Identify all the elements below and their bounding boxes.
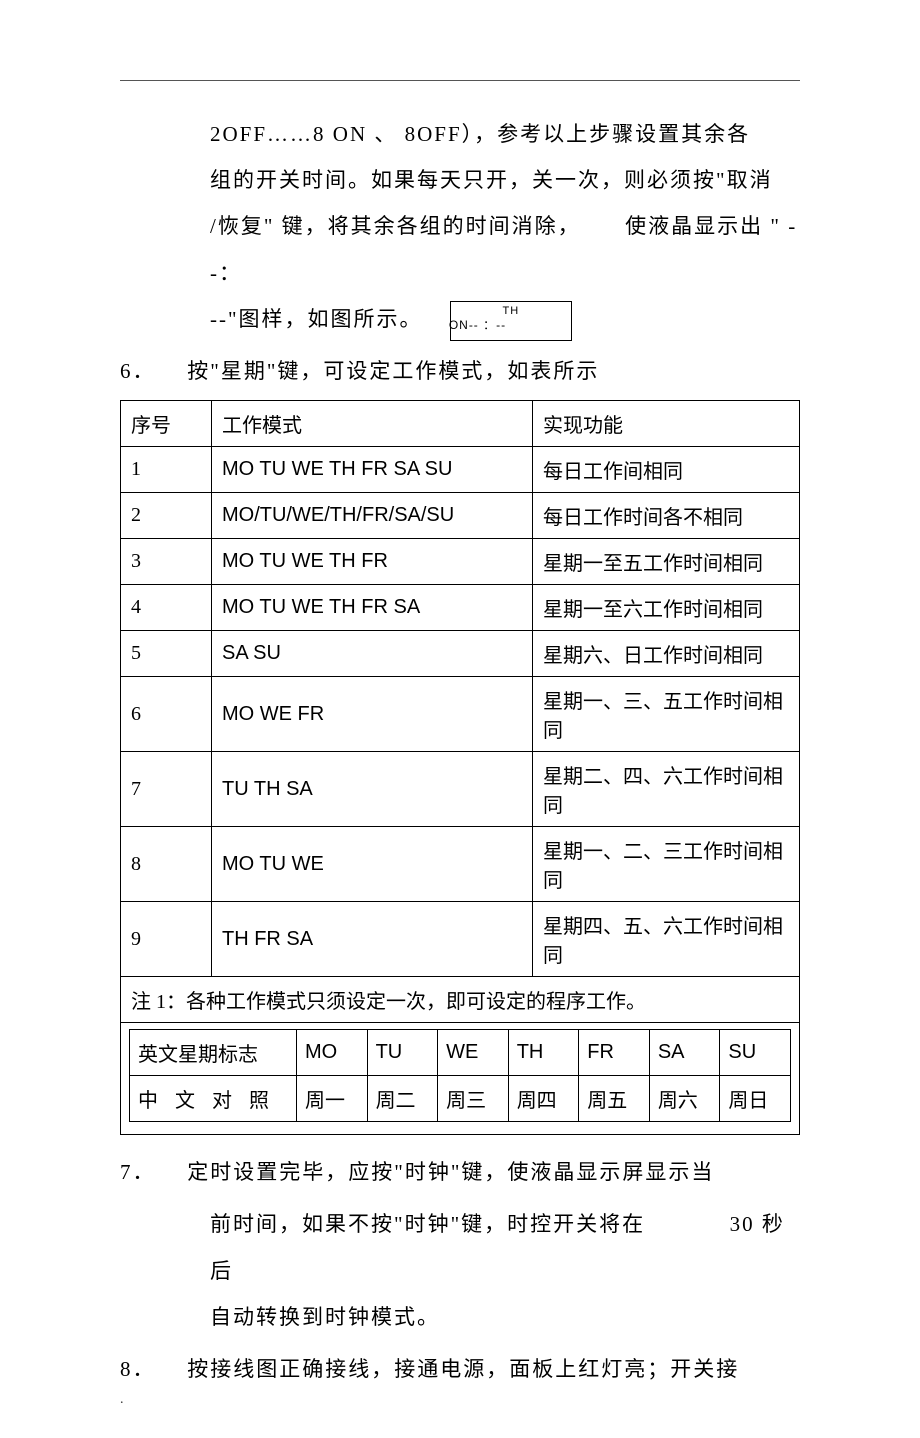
top-rule: [120, 80, 800, 81]
section-8-number: 8．: [120, 1346, 180, 1392]
table-row: 2MO/TU/WE/TH/FR/SA/SU每日工作时间各不相同: [121, 493, 800, 539]
day-en: TH: [508, 1030, 579, 1076]
day-cn: 周二: [367, 1076, 438, 1122]
cell-mode: TH FR SA: [212, 902, 533, 977]
table-row: 3MO TU WE TH FR星期一至五工作时间相同: [121, 539, 800, 585]
cell-func: 星期一至五工作时间相同: [533, 539, 800, 585]
work-modes-table: 序号 工作模式 实现功能 1MO TU WE TH FR SA SU每日工作间相…: [120, 400, 800, 1135]
cell-seq: 3: [121, 539, 212, 585]
days-cn-row: 中 文 对 照 周一 周二 周三 周四 周五 周六 周日: [130, 1076, 791, 1122]
section-6-heading: 6． 按"星期"键，可设定工作模式，如表所示: [120, 348, 800, 394]
cell-mode: TU TH SA: [212, 752, 533, 827]
lcd-bottom-text: ON-- ：--: [447, 312, 569, 338]
day-cn: 周一: [297, 1076, 368, 1122]
table-row: 4MO TU WE TH FR SA星期一至六工作时间相同: [121, 585, 800, 631]
section-7-heading: 7． 定时设置完毕，应按"时钟"键，使液晶显示屏显示当: [120, 1149, 800, 1195]
day-cn: 周六: [649, 1076, 720, 1122]
table-row: 7TU TH SA星期二、四、六工作时间相同: [121, 752, 800, 827]
cell-seq: 1: [121, 447, 212, 493]
table-row: 1MO TU WE TH FR SA SU每日工作间相同: [121, 447, 800, 493]
section-8-heading: 8． 按接线图正确接线，接通电源，面板上红灯亮；开关接: [120, 1346, 800, 1392]
cell-mode: SA SU: [212, 631, 533, 677]
day-en: FR: [579, 1030, 650, 1076]
section-7-line3: 自动转换到时钟模式。: [210, 1305, 440, 1329]
cell-seq: 6: [121, 677, 212, 752]
cell-seq: 5: [121, 631, 212, 677]
cell-func: 每日工作间相同: [533, 447, 800, 493]
table-header-row: 序号 工作模式 实现功能: [121, 401, 800, 447]
table-row: 9TH FR SA星期四、五、六工作时间相同: [121, 902, 800, 977]
table-row: 8MO TU WE星期一、二、三工作时间相同: [121, 827, 800, 902]
day-cn: 周日: [720, 1076, 791, 1122]
day-cn: 周四: [508, 1076, 579, 1122]
cell-func: 星期二、四、六工作时间相同: [533, 752, 800, 827]
header-seq: 序号: [121, 401, 212, 447]
footer-mark: .: [120, 1392, 124, 1408]
cell-func: 星期一、三、五工作时间相同: [533, 677, 800, 752]
cell-seq: 9: [121, 902, 212, 977]
cell-seq: 7: [121, 752, 212, 827]
intro-line-1b: 组的开关时间。如果每天只开，关一次，则必须按"取消: [210, 168, 773, 192]
header-func: 实现功能: [533, 401, 800, 447]
section-6-number: 6．: [120, 348, 180, 394]
section-7-line1: 定时设置完毕，应按"时钟"键，使液晶显示屏显示当: [187, 1160, 714, 1184]
day-en: SU: [720, 1030, 791, 1076]
nested-days-row: 英文星期标志 MO TU WE TH FR SA SU 中 文 对 照 周一: [121, 1023, 800, 1135]
intro-line-3a: --"图样，如图所示。: [210, 307, 423, 331]
cell-seq: 4: [121, 585, 212, 631]
header-mode: 工作模式: [212, 401, 533, 447]
day-en: TU: [367, 1030, 438, 1076]
modes-tbody: 1MO TU WE TH FR SA SU每日工作间相同 2MO/TU/WE/T…: [121, 447, 800, 1135]
days-cn-label: 中 文 对 照: [130, 1076, 297, 1122]
cell-seq: 8: [121, 827, 212, 902]
day-en: MO: [297, 1030, 368, 1076]
day-cn: 周三: [438, 1076, 509, 1122]
intro-line-2a: /恢复" 键，将其余各组的时间消除，: [210, 214, 581, 238]
days-mapping-table: 英文星期标志 MO TU WE TH FR SA SU 中 文 对 照 周一: [129, 1029, 791, 1122]
section-6-text: 按"星期"键，可设定工作模式，如表所示: [187, 359, 599, 383]
days-en-label: 英文星期标志: [130, 1030, 297, 1076]
section-7-body: 前时间，如果不按"时钟"键，时控开关将在 30 秒后 自动转换到时钟模式。: [210, 1201, 800, 1340]
cell-mode: MO WE FR: [212, 677, 533, 752]
section-7-number: 7．: [120, 1149, 180, 1195]
cell-func: 每日工作时间各不相同: [533, 493, 800, 539]
days-en-row: 英文星期标志 MO TU WE TH FR SA SU: [130, 1030, 791, 1076]
document-page: 2OFF……8 ON 、 8OFF），参考以上步骤设置其余各 组的开关时间。如果…: [0, 0, 920, 1438]
day-en: WE: [438, 1030, 509, 1076]
cell-func: 星期六、日工作时间相同: [533, 631, 800, 677]
intro-paragraph: 2OFF……8 ON 、 8OFF），参考以上步骤设置其余各 组的开关时间。如果…: [210, 111, 800, 342]
section-8-text: 按接线图正确接线，接通电源，面板上红灯亮；开关接: [187, 1357, 739, 1381]
cell-func: 星期四、五、六工作时间相同: [533, 902, 800, 977]
cell-mode: MO TU WE TH FR: [212, 539, 533, 585]
table-note-row: 注 1：各种工作模式只须设定一次，即可设定的程序工作。: [121, 977, 800, 1023]
intro-line-1a: 2OFF……8 ON 、 8OFF），参考以上步骤设置其余各: [210, 122, 750, 146]
day-en: SA: [649, 1030, 720, 1076]
table-note: 注 1：各种工作模式只须设定一次，即可设定的程序工作。: [121, 977, 800, 1023]
cell-func: 星期一至六工作时间相同: [533, 585, 800, 631]
cell-mode: MO TU WE: [212, 827, 533, 902]
cell-func: 星期一、二、三工作时间相同: [533, 827, 800, 902]
table-row: 5SA SU星期六、日工作时间相同: [121, 631, 800, 677]
lcd-illustration: TH ON-- ：--: [450, 301, 572, 341]
cell-mode: MO TU WE TH FR SA SU: [212, 447, 533, 493]
cell-mode: MO TU WE TH FR SA: [212, 585, 533, 631]
cell-seq: 2: [121, 493, 212, 539]
table-row: 6MO WE FR星期一、三、五工作时间相同: [121, 677, 800, 752]
day-cn: 周五: [579, 1076, 650, 1122]
cell-mode: MO/TU/WE/TH/FR/SA/SU: [212, 493, 533, 539]
section-7-line2a: 前时间，如果不按"时钟"键，时控开关将在: [210, 1212, 645, 1236]
